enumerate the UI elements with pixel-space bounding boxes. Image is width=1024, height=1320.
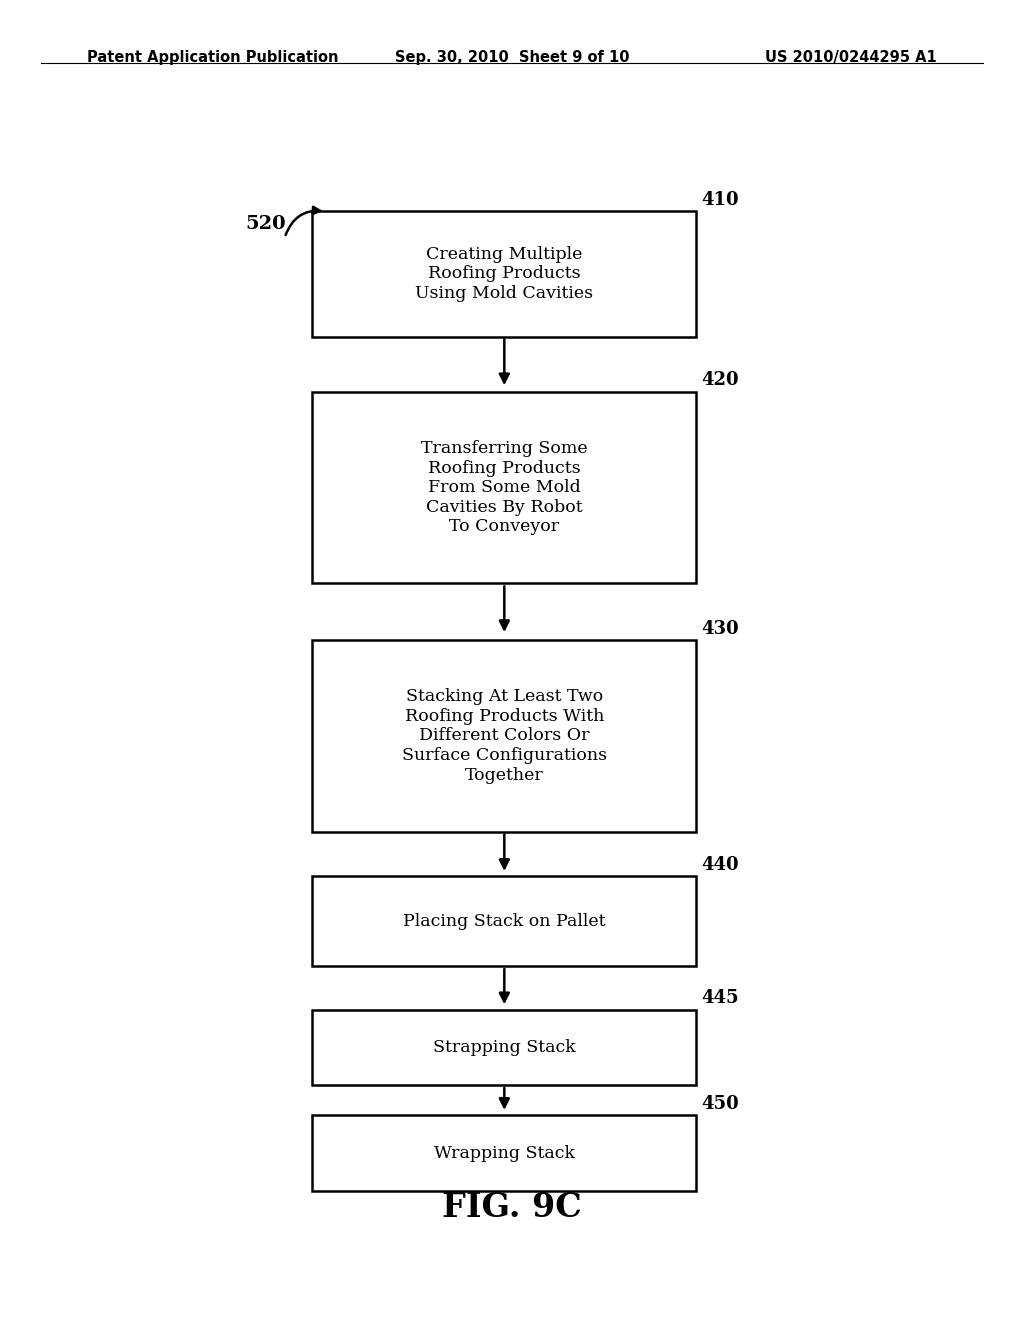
Text: FIG. 9C: FIG. 9C xyxy=(442,1191,582,1225)
Text: Creating Multiple
Roofing Products
Using Mold Cavities: Creating Multiple Roofing Products Using… xyxy=(416,246,593,302)
Text: Wrapping Stack: Wrapping Stack xyxy=(434,1144,574,1162)
FancyBboxPatch shape xyxy=(312,1115,696,1191)
FancyBboxPatch shape xyxy=(312,1010,696,1085)
Text: 445: 445 xyxy=(701,989,739,1007)
FancyBboxPatch shape xyxy=(312,876,696,966)
FancyBboxPatch shape xyxy=(312,640,696,832)
FancyBboxPatch shape xyxy=(312,211,696,337)
Text: Sep. 30, 2010  Sheet 9 of 10: Sep. 30, 2010 Sheet 9 of 10 xyxy=(394,50,630,65)
Text: Placing Stack on Pallet: Placing Stack on Pallet xyxy=(403,913,605,929)
Text: 440: 440 xyxy=(701,855,739,874)
Text: 420: 420 xyxy=(701,371,739,389)
Text: Transferring Some
Roofing Products
From Some Mold
Cavities By Robot
To Conveyor: Transferring Some Roofing Products From … xyxy=(421,440,588,536)
Text: 450: 450 xyxy=(701,1094,739,1113)
FancyBboxPatch shape xyxy=(312,392,696,583)
Text: Strapping Stack: Strapping Stack xyxy=(433,1039,575,1056)
Text: Stacking At Least Two
Roofing Products With
Different Colors Or
Surface Configur: Stacking At Least Two Roofing Products W… xyxy=(401,688,607,784)
Text: US 2010/0244295 A1: US 2010/0244295 A1 xyxy=(765,50,937,65)
Text: Patent Application Publication: Patent Application Publication xyxy=(87,50,339,65)
Text: 520: 520 xyxy=(246,215,287,234)
Text: 430: 430 xyxy=(701,619,739,638)
Text: 410: 410 xyxy=(701,190,739,209)
